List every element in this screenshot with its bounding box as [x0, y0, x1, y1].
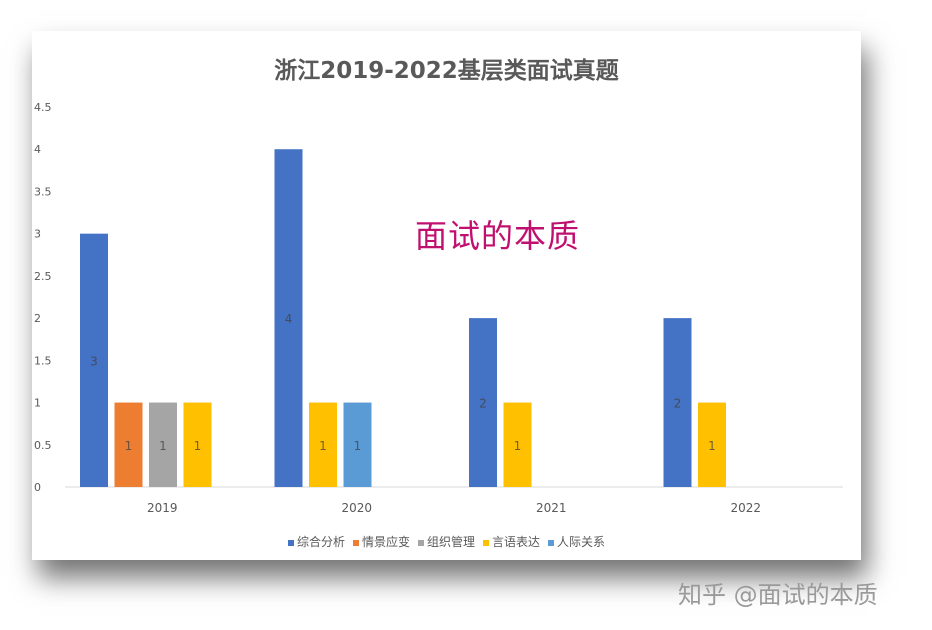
- watermark: 知乎 @面试的本质: [678, 581, 878, 609]
- bar: [309, 402, 337, 487]
- legend-label: 情景应变: [361, 535, 410, 549]
- legend-label: 言语表达: [492, 535, 541, 549]
- legend-item: 言语表达: [483, 533, 540, 550]
- legend-label: 人际关系: [557, 535, 606, 549]
- data-label: 1: [159, 439, 167, 453]
- bar: [663, 318, 692, 487]
- chart-card: 浙江2019-2022基层类面试真题 0 0.5 1 1.5 2 2.5 3 3.5 4 4.5 3…: [32, 31, 861, 560]
- bar: [343, 402, 372, 487]
- data-label: 1: [354, 439, 362, 453]
- y-tick-label: 0: [34, 481, 41, 494]
- legend-swatch: [483, 539, 489, 546]
- data-label: 1: [319, 439, 327, 453]
- y-tick-label: 3: [34, 228, 41, 241]
- legend-swatch: [352, 539, 359, 546]
- y-tick-label: 4: [34, 143, 41, 156]
- bar: [469, 318, 497, 487]
- y-tick-label: 0.5: [34, 439, 52, 452]
- data-label: 1: [514, 439, 522, 453]
- data-label: 2: [479, 397, 487, 411]
- bar: [80, 233, 108, 487]
- legend-item: 人际关系: [548, 533, 605, 550]
- legend-item: 组织管理: [417, 533, 475, 550]
- y-tick-label: 1.5: [34, 354, 52, 367]
- legend-swatch: [287, 539, 294, 546]
- y-tick-label: 2.5: [34, 270, 52, 283]
- legend-item: 情景应变: [352, 533, 410, 550]
- data-label: 1: [194, 439, 202, 453]
- bar: [698, 402, 726, 487]
- bar: [274, 149, 303, 487]
- legend-label: 综合分析: [296, 535, 345, 549]
- bar: [149, 402, 177, 487]
- legend-label: 组织管理: [426, 535, 475, 549]
- bar: [503, 402, 532, 487]
- x-tick-label: 2021: [536, 501, 567, 515]
- chart-legend: 综合分析 情景应变 组织管理 言语表达 人际关系: [32, 533, 861, 550]
- data-label: 1: [125, 439, 133, 453]
- y-tick-label: 1: [34, 397, 41, 410]
- legend-swatch: [417, 539, 424, 546]
- bar: [183, 402, 212, 487]
- data-label: 3: [90, 354, 98, 368]
- x-tick-label: 2020: [341, 501, 372, 515]
- data-label: 1: [708, 439, 716, 453]
- y-tick-label: 2: [34, 312, 41, 325]
- y-tick-label: 4.5: [34, 101, 52, 114]
- overlay-caption: 面试的本质: [415, 217, 581, 255]
- bar-chart-plot: 0 0.5 1 1.5 2 2.5 3 3.5 4 4.5 3 1 1 1 2019 4 1 1 2020 2 1 202…: [34, 101, 843, 515]
- y-tick-label: 3.5: [34, 185, 52, 198]
- chart-title: 浙江2019-2022基层类面试真题: [274, 58, 619, 84]
- legend-item: 综合分析: [287, 533, 345, 550]
- x-tick-label: 2019: [147, 501, 178, 515]
- data-label: 4: [285, 312, 293, 326]
- bar: [114, 402, 143, 487]
- legend-swatch: [548, 539, 555, 546]
- x-tick-label: 2022: [730, 501, 761, 515]
- data-label: 2: [674, 397, 682, 411]
